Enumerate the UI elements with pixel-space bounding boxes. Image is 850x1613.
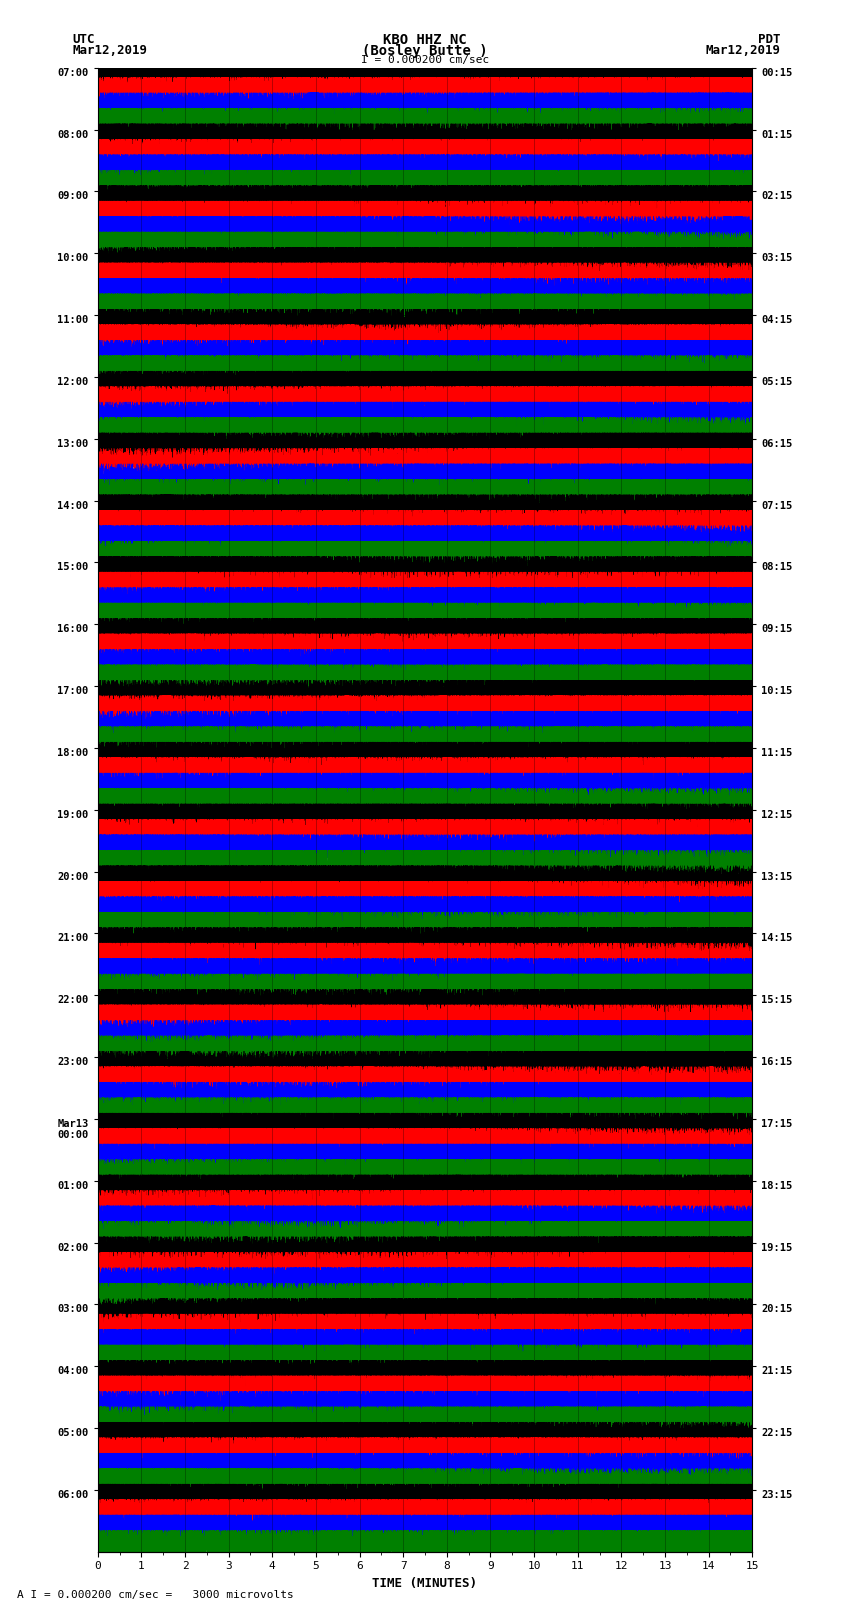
Text: Mar12,2019: Mar12,2019	[706, 44, 780, 58]
Text: A I = 0.000200 cm/sec =   3000 microvolts: A I = 0.000200 cm/sec = 3000 microvolts	[17, 1590, 294, 1600]
Text: Mar12,2019: Mar12,2019	[72, 44, 147, 58]
Text: KBO HHZ NC: KBO HHZ NC	[383, 32, 467, 47]
Text: (Bosley Butte ): (Bosley Butte )	[362, 44, 488, 58]
Text: PDT: PDT	[758, 32, 780, 47]
Text: UTC: UTC	[72, 32, 94, 47]
Text: I = 0.000200 cm/sec: I = 0.000200 cm/sec	[361, 55, 489, 65]
X-axis label: TIME (MINUTES): TIME (MINUTES)	[372, 1578, 478, 1590]
